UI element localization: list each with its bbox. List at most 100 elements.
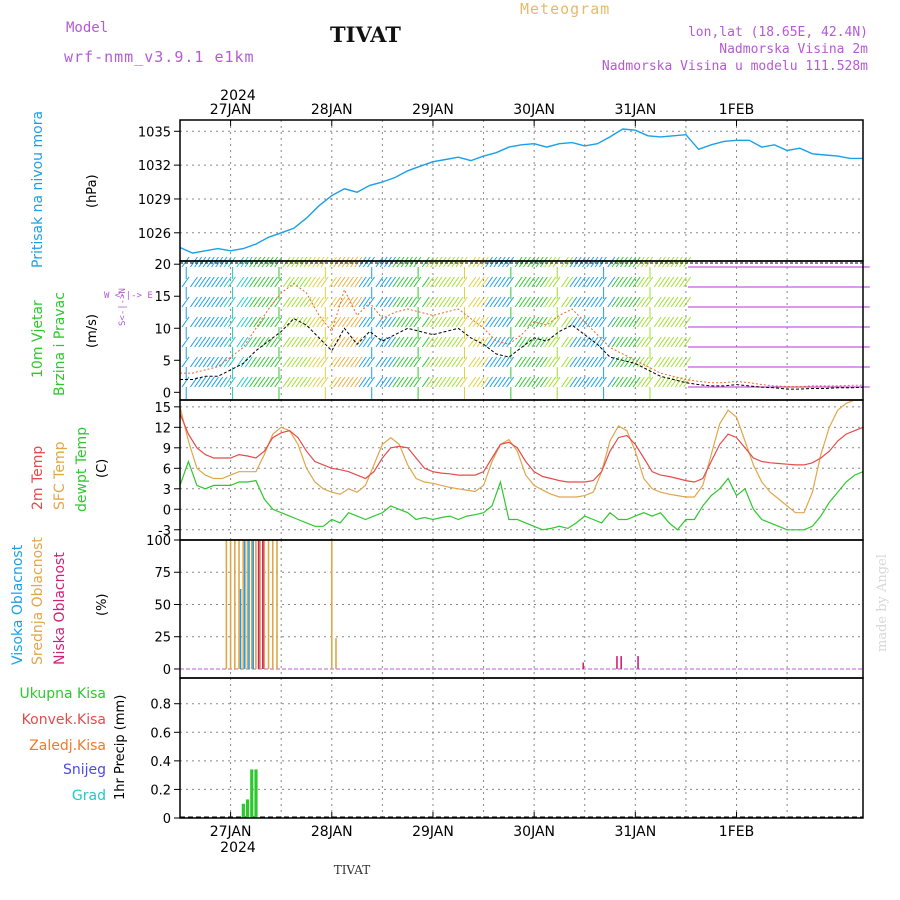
wind-barb <box>316 316 325 328</box>
wind-barb <box>312 376 321 388</box>
wind-barb <box>506 356 515 368</box>
direction-legend-vertical: S<-|->N <box>118 288 128 326</box>
wind-barb <box>426 356 434 368</box>
wind-barb <box>586 316 595 328</box>
wind-barb <box>523 296 531 308</box>
wind-barb <box>219 256 228 268</box>
wind-barb <box>244 356 253 368</box>
wind-barb <box>594 296 603 308</box>
wind-barb <box>383 356 392 368</box>
wind-barb <box>240 376 249 388</box>
wind-barb <box>295 376 304 388</box>
wind-barb <box>569 356 578 368</box>
wind-barb <box>430 256 439 268</box>
wind-barb <box>291 296 300 308</box>
wind-barb <box>438 376 447 388</box>
wind-barb <box>362 356 371 368</box>
wind-barb <box>645 276 654 288</box>
wind-barb <box>358 356 367 368</box>
wind-barb <box>295 256 304 268</box>
wind-barb <box>653 376 662 388</box>
wind-barb <box>480 376 489 388</box>
wind-barb <box>190 276 198 288</box>
wind-barb <box>320 256 329 268</box>
wind-barb <box>396 296 405 308</box>
wind-barb <box>362 376 371 388</box>
ytick-label: 3 <box>163 483 171 498</box>
wind-barb <box>527 296 536 308</box>
wind-barb <box>620 376 628 388</box>
wind-barb <box>561 276 569 288</box>
wind-barb <box>594 336 603 348</box>
wind-barb <box>354 276 363 288</box>
precip-bar <box>254 769 258 818</box>
wind-barb <box>582 256 590 268</box>
wind-barb <box>261 296 270 308</box>
wind-barb <box>383 336 392 348</box>
wind-barb <box>421 356 430 368</box>
wind-barb <box>514 276 523 288</box>
wind-barb <box>451 356 460 368</box>
wind-barb <box>485 256 493 268</box>
ytick-label: 0 <box>163 812 171 827</box>
wind-barb <box>329 336 337 348</box>
wind-barb <box>523 376 531 388</box>
wind-barb <box>658 376 666 388</box>
wind-barb <box>607 256 616 268</box>
wind-barb <box>531 296 540 308</box>
wind-barb <box>577 296 586 308</box>
wind-barb <box>274 336 283 348</box>
wind-barb <box>223 316 232 328</box>
wind-barb <box>215 376 224 388</box>
wind-barb <box>645 376 654 388</box>
wind-barb <box>388 276 396 288</box>
wind-barb <box>312 276 321 288</box>
wind-barb <box>291 256 300 268</box>
wind-barb <box>430 316 439 328</box>
wind-barb <box>346 276 354 288</box>
wind-barb <box>670 256 679 268</box>
wind-barb <box>274 256 283 268</box>
wind-barb <box>641 356 649 368</box>
wind-barb <box>594 356 603 368</box>
panel-frame-pressure <box>179 119 864 262</box>
wind-barb <box>329 276 337 288</box>
wind-barb <box>198 356 207 368</box>
wind-barb <box>447 276 456 288</box>
wind-barb <box>472 276 481 288</box>
wind-barb <box>502 276 510 288</box>
wind-barb <box>215 276 224 288</box>
wind-barb <box>476 276 485 288</box>
wind-barb <box>590 256 599 268</box>
precip-bar <box>250 769 254 818</box>
wind-barb <box>202 256 211 268</box>
wind-barb <box>194 316 203 328</box>
wind-barb <box>396 356 405 368</box>
wind-barb <box>253 276 262 288</box>
wind-barb <box>409 296 418 308</box>
wind-barb <box>337 356 346 368</box>
wind-barb <box>249 316 257 328</box>
wind-barb <box>206 376 215 388</box>
wind-barb <box>329 296 337 308</box>
ytick-label: 0 <box>163 663 171 678</box>
wind-barb <box>350 336 359 348</box>
wind-barb <box>295 336 304 348</box>
wind-barb <box>459 356 468 368</box>
wind-barb <box>531 356 540 368</box>
wind-barb <box>291 336 300 348</box>
wind-barb <box>346 336 354 348</box>
wind-barb <box>645 256 654 268</box>
label-layer: 2024 2024 TIVAT made by Angel Pritisak n… <box>10 88 890 877</box>
wind-barb <box>641 376 649 388</box>
wind-barb <box>367 356 375 368</box>
wind-barb <box>615 376 624 388</box>
wind-barb <box>624 276 633 288</box>
wind-barb <box>666 316 675 328</box>
wind-barb <box>227 256 236 268</box>
wind-barb <box>518 276 527 288</box>
wind-barb <box>653 296 662 308</box>
panel-frame-precip <box>179 677 864 819</box>
wind-barb <box>198 376 207 388</box>
wind-barb <box>632 256 641 268</box>
